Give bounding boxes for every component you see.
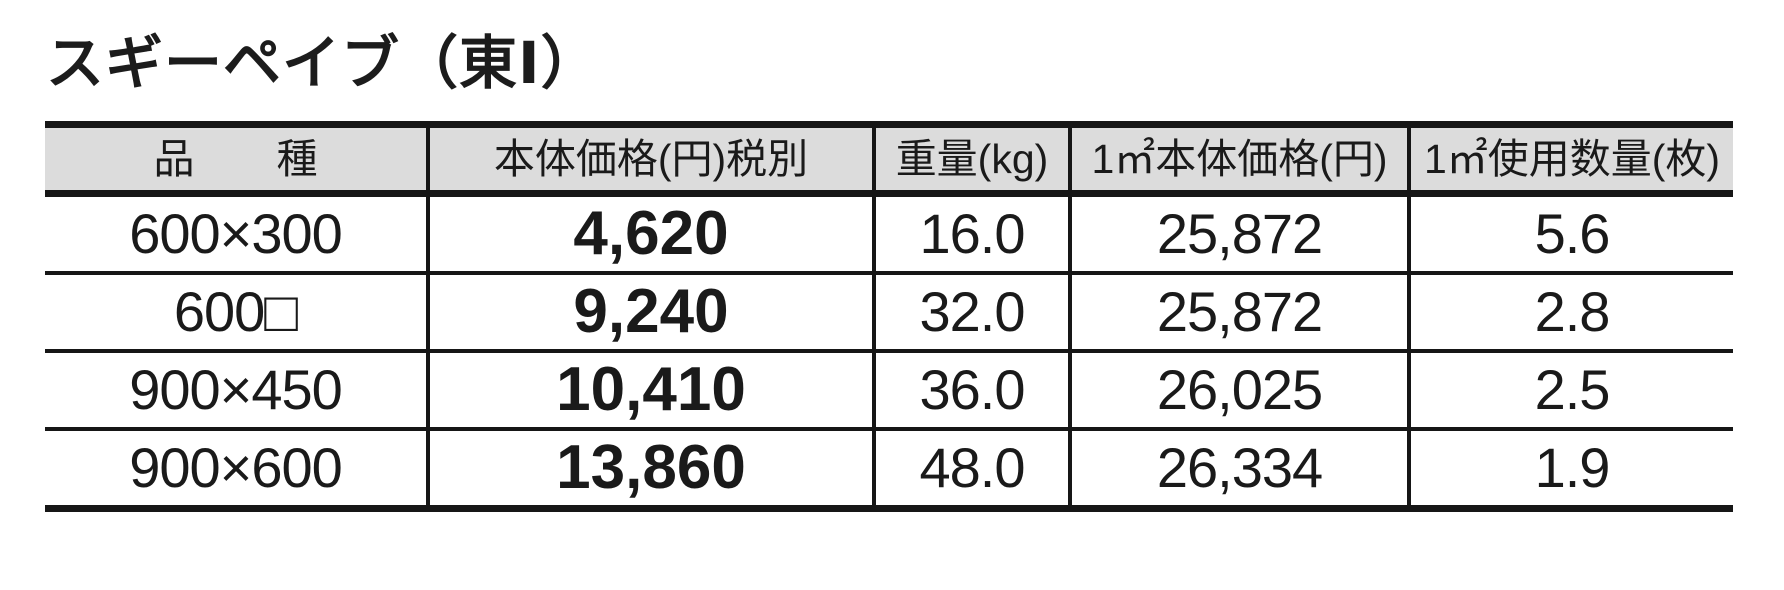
cell-variety: 900×600 (45, 427, 430, 509)
cell-price: 9,240 (428, 271, 876, 351)
cell-price-per-sqm: 26,025 (1070, 349, 1411, 429)
table-row: 900×450 10,410 36.0 26,025 2.5 (45, 349, 1733, 429)
cell-price-per-sqm: 26,334 (1070, 427, 1411, 509)
cell-weight: 48.0 (874, 427, 1072, 509)
cell-price-per-sqm: 25,872 (1070, 193, 1411, 273)
cell-qty-per-sqm: 2.5 (1409, 349, 1733, 429)
cell-weight: 36.0 (874, 349, 1072, 429)
cell-variety: 600×300 (45, 193, 430, 273)
price-table: 品 種 本体価格(円)税別 重量(kg) 1㎡本体価格(円) 1㎡使用数量(枚)… (45, 121, 1733, 512)
cell-qty-per-sqm: 5.6 (1534, 202, 1611, 265)
cell-weight: 16.0 (874, 193, 1072, 273)
table-row: 600□ 9,240 32.0 25,872 2.8 (45, 271, 1733, 351)
header-row: 品 種 本体価格(円)税別 重量(kg) 1㎡本体価格(円) 1㎡使用数量(枚) (45, 124, 1733, 197)
cell-qty-per-sqm: 2.8 (1409, 271, 1733, 351)
price-table-body: 600×300 4,620 16.0 25,872 5.6 600□ 9,240… (45, 193, 1733, 509)
col-header-variety: 品 種 (45, 124, 430, 197)
cell-variety: 600□ (45, 271, 430, 351)
price-table-header: 品 種 本体価格(円)税別 重量(kg) 1㎡本体価格(円) 1㎡使用数量(枚) (45, 124, 1733, 197)
cell-variety: 900×450 (45, 349, 430, 429)
col-header-qty-per-sqm: 1㎡使用数量(枚) (1409, 124, 1733, 197)
cell-price-per-sqm: 25,872 (1070, 271, 1411, 351)
col-header-weight: 重量(kg) (874, 124, 1072, 197)
page-title: スギーペイブ（東Ⅰ） (46, 31, 600, 96)
cell-price: 13,860 (428, 427, 876, 509)
cell-qty-per-sqm: 1.9 (1409, 427, 1733, 509)
table-row: 600×300 4,620 16.0 25,872 5.6 (45, 193, 1733, 273)
col-header-base-price: 本体価格(円)税別 (428, 124, 876, 197)
table-row: 900×600 13,860 48.0 26,334 1.9 (45, 427, 1733, 509)
cell-price: 10,410 (428, 349, 876, 429)
cell-price: 4,620 (428, 193, 876, 273)
cell-weight: 32.0 (874, 271, 1072, 351)
col-header-price-per-sqm: 1㎡本体価格(円) (1070, 124, 1411, 197)
